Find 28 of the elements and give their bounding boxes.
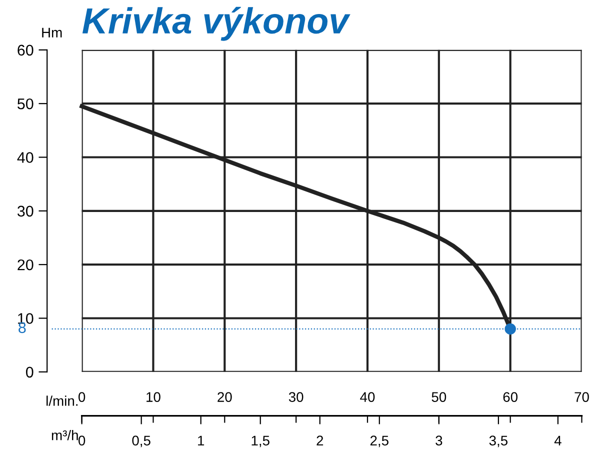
x2-tick-label: 0 — [78, 436, 86, 446]
x2-tick-label: 4 — [554, 436, 562, 446]
y-tick-label: 40 — [17, 152, 34, 163]
x-tick-label: 40 — [360, 392, 375, 402]
x-axis-title: l/min. — [46, 396, 78, 406]
x-tick-label: 60 — [503, 392, 518, 402]
y-tick-label: 0 — [26, 366, 34, 378]
chart-title: Krivka výkonov — [82, 6, 350, 41]
x2-axis-title: m³/h — [52, 430, 78, 440]
x-tick-label: 30 — [288, 392, 304, 402]
y-axis-title: Hm — [42, 28, 62, 38]
x-tick-label: 70 — [574, 392, 589, 402]
y-tick-label: 50 — [18, 98, 34, 110]
x-tick-label: 50 — [432, 392, 446, 402]
y-tick-label: 20 — [18, 259, 34, 270]
x2-tick-label: 3 — [436, 436, 442, 446]
y-tick-label: 60 — [18, 44, 34, 56]
ref-line-label: 8 — [18, 322, 26, 334]
y-tick-label: 30 — [17, 206, 34, 217]
x2-tick-label: 1,5 — [252, 436, 270, 448]
x-tick-label: 10 — [146, 392, 160, 402]
x-tick-label: 20 — [218, 392, 232, 402]
x2-tick-label: 0,5 — [132, 436, 150, 448]
x2-tick-label: 2 — [316, 436, 324, 446]
x2-tick-label: 3,5 — [489, 436, 508, 448]
x-tick-label: 0 — [78, 392, 86, 402]
x2-tick-label: 2,5 — [370, 436, 388, 448]
x2-tick-label: 1 — [198, 436, 204, 446]
